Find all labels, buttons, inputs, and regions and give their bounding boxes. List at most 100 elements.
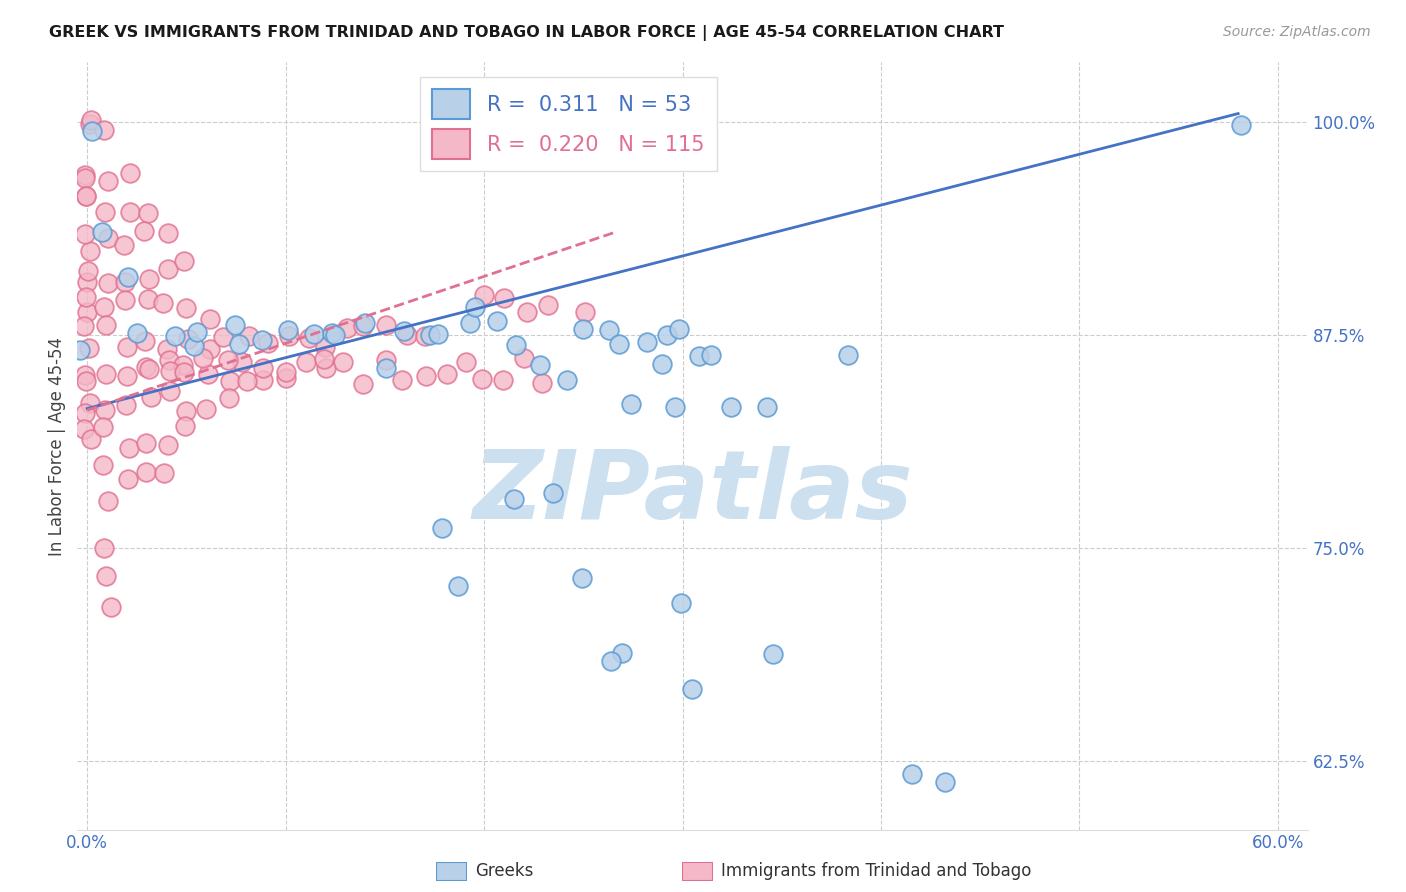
Point (217, 353, 239, 368)
Point (120, 204, 142, 219)
Point (93, 300, 115, 314)
Point (173, 365, 195, 379)
Point (118, 166, 141, 180)
Point (464, 301, 486, 315)
Point (97, 173, 120, 187)
Point (115, 398, 138, 412)
Point (75, 290, 97, 304)
Point (157, 437, 180, 451)
Point (97, 230, 120, 244)
Point (139, 391, 162, 405)
Point (458, 316, 481, 330)
Point (492, 373, 515, 387)
Point (135, 465, 157, 479)
Point (571, 322, 593, 336)
Point (218, 391, 240, 405)
Point (314, 340, 336, 354)
Point (934, 774, 956, 789)
Point (117, 270, 139, 285)
Point (195, 401, 218, 416)
Point (198, 342, 221, 356)
Point (252, 373, 274, 387)
Point (607, 337, 630, 351)
Text: ZIPatlas: ZIPatlas (472, 445, 912, 539)
Point (651, 357, 673, 371)
Point (231, 355, 253, 369)
Point (426, 326, 449, 341)
Point (212, 329, 235, 343)
Point (163, 328, 186, 343)
Point (132, 224, 155, 238)
Text: Immigrants from Trinidad and Tobago: Immigrants from Trinidad and Tobago (721, 863, 1032, 880)
Point (73, 422, 96, 436)
Point (472, 288, 495, 302)
Text: GREEK VS IMMIGRANTS FROM TRINIDAD AND TOBAGO IN LABOR FORCE | AGE 45-54 CORRELAT: GREEK VS IMMIGRANTS FROM TRINIDAD AND TO… (49, 25, 1004, 41)
Point (637, 334, 659, 349)
Point (413, 329, 436, 343)
Point (352, 376, 374, 391)
Point (114, 275, 136, 289)
Point (415, 368, 437, 383)
Point (73, 170, 96, 185)
Point (152, 296, 174, 310)
Point (76, 275, 98, 289)
Point (513, 351, 536, 365)
Point (224, 318, 246, 333)
Point (117, 472, 139, 486)
Point (80, 124, 103, 138)
Point (73, 169, 96, 183)
Point (127, 326, 149, 340)
Point (69, 343, 91, 357)
Point (312, 352, 335, 367)
Point (228, 337, 250, 351)
Point (138, 272, 160, 286)
Point (1230, 118, 1253, 132)
Point (669, 596, 692, 610)
Point (94, 205, 117, 219)
Point (571, 571, 593, 585)
Point (191, 351, 214, 365)
Point (172, 359, 194, 373)
Point (197, 368, 219, 382)
Point (494, 291, 516, 305)
Point (93, 403, 115, 417)
Point (136, 293, 159, 307)
Point (620, 397, 643, 411)
Point (574, 305, 596, 319)
Point (176, 332, 198, 346)
Point (668, 322, 690, 336)
Point (114, 293, 136, 307)
Point (156, 226, 179, 240)
Point (375, 318, 398, 332)
Point (97, 276, 120, 290)
Point (73, 227, 96, 241)
Point (250, 333, 273, 347)
Point (541, 486, 564, 500)
Point (277, 323, 299, 337)
Point (79, 244, 101, 258)
Point (136, 206, 159, 220)
Point (93, 123, 115, 137)
Point (516, 305, 538, 319)
Point (419, 328, 441, 343)
Point (555, 373, 578, 387)
Point (274, 365, 297, 379)
Point (79, 396, 101, 410)
Point (159, 364, 181, 378)
Point (117, 368, 139, 383)
Point (257, 336, 280, 351)
Point (94, 318, 117, 332)
Point (135, 436, 157, 450)
Point (174, 301, 197, 315)
Point (294, 355, 316, 369)
Point (79, 113, 101, 128)
Point (720, 400, 742, 414)
Point (174, 418, 197, 433)
Point (93, 541, 115, 556)
Point (432, 521, 454, 535)
Point (218, 374, 240, 388)
Point (688, 349, 710, 363)
Point (174, 404, 197, 418)
Point (332, 355, 354, 369)
Point (277, 329, 299, 343)
